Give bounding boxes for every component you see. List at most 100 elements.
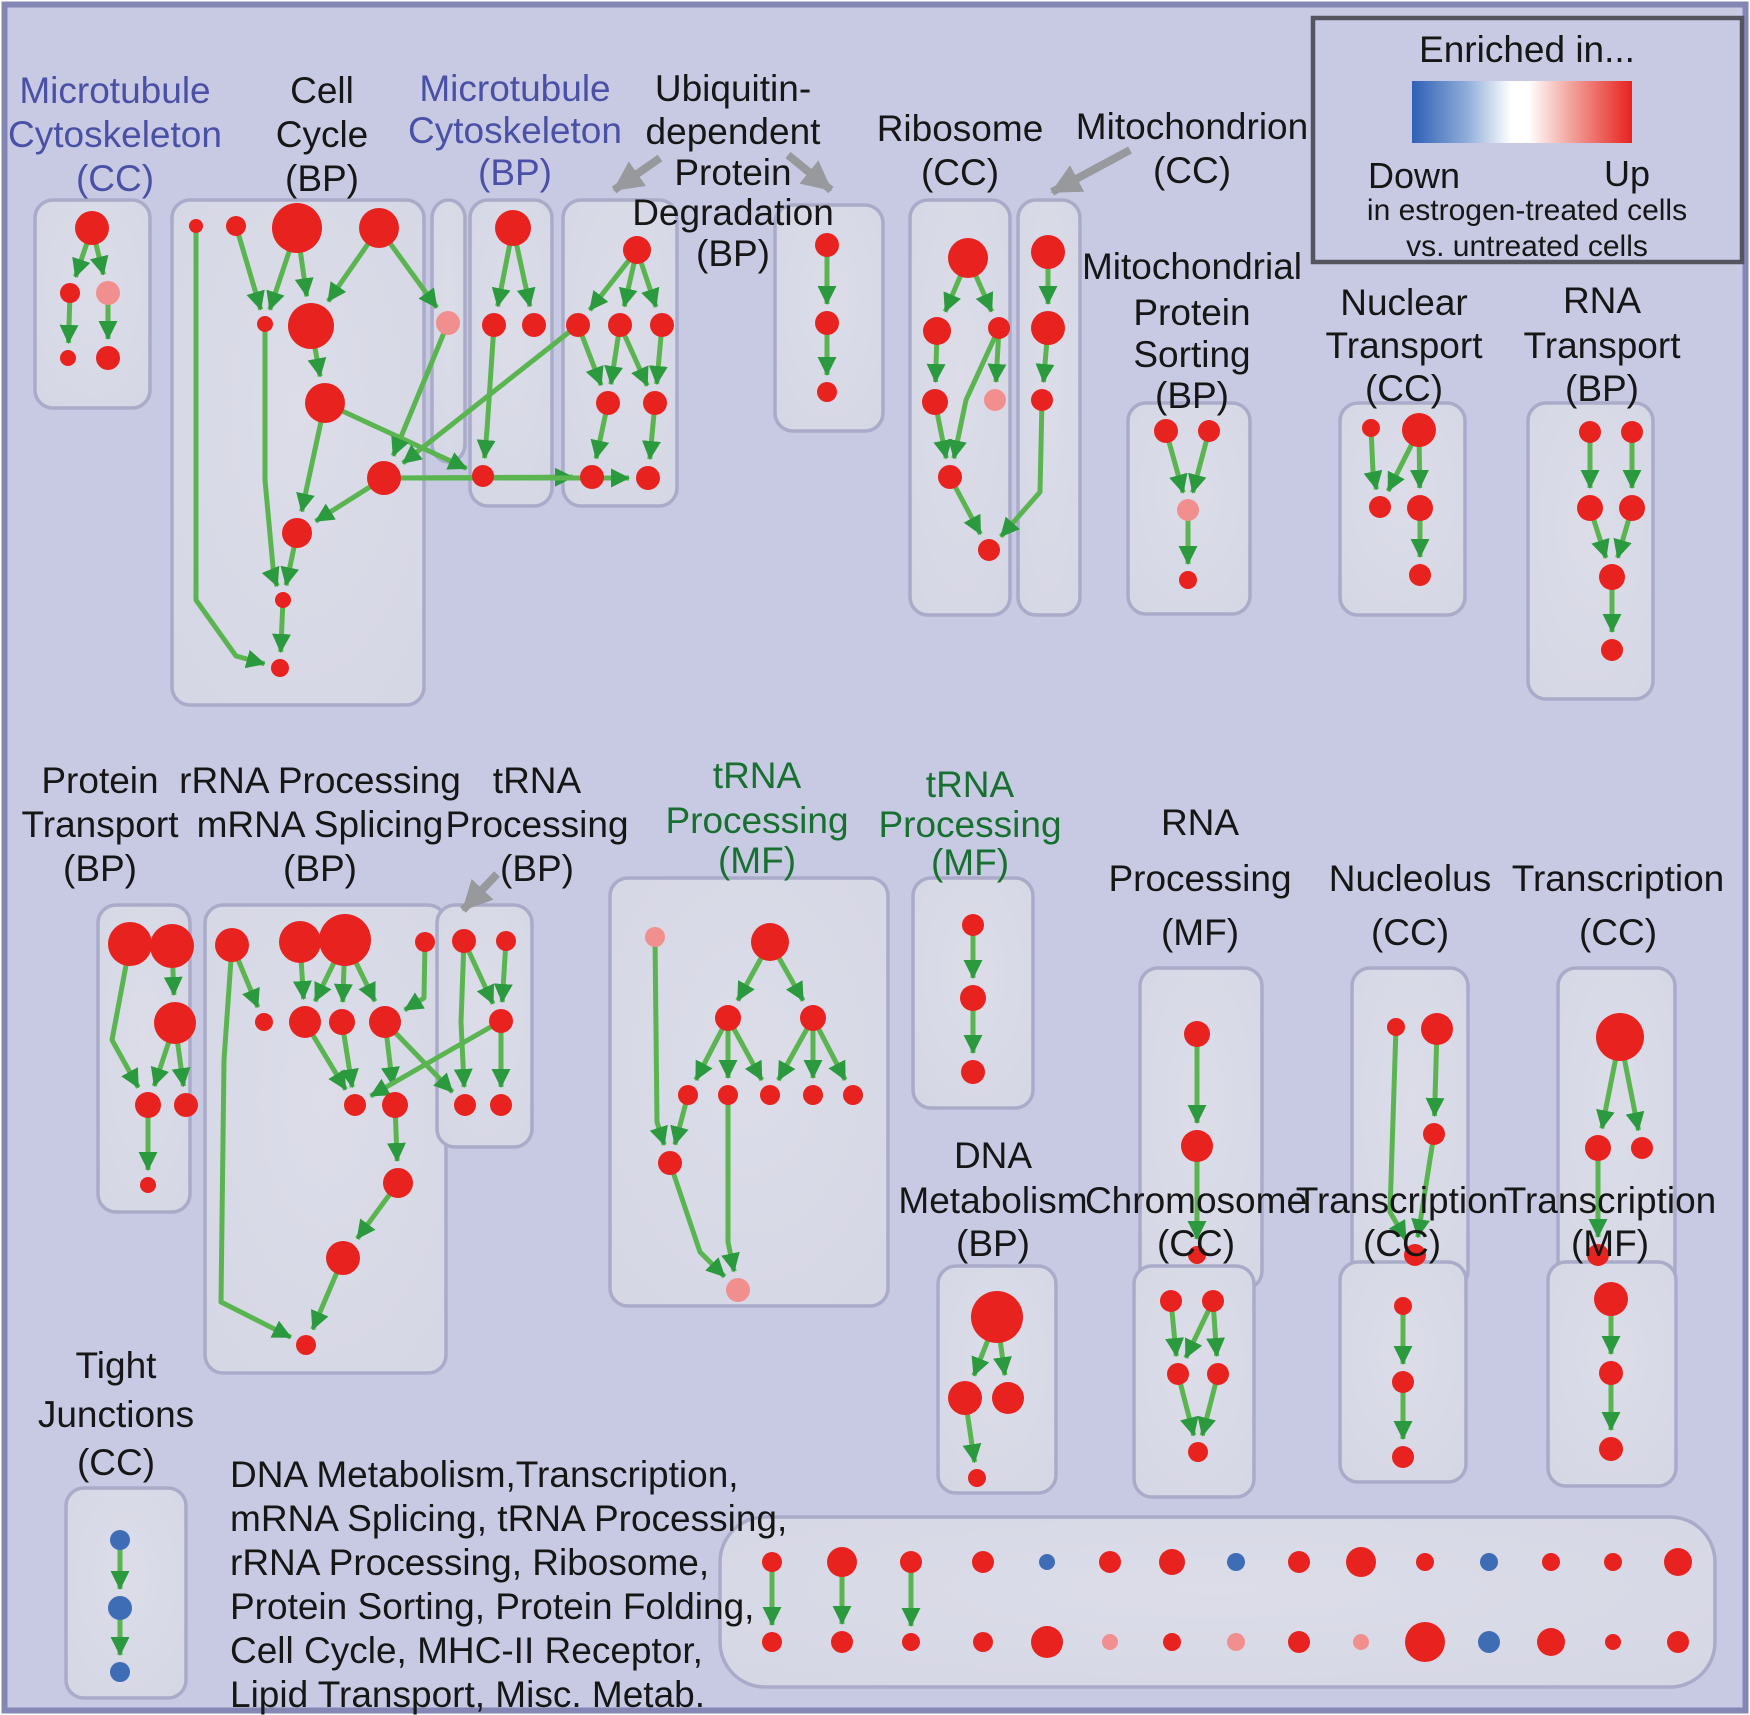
label-mitochondrion-line-2: (CC) (1153, 150, 1231, 191)
go-term-node-B6 (288, 303, 334, 349)
go-term-node-V3 (1167, 1363, 1189, 1385)
legend-title: Enriched in... (1419, 29, 1635, 70)
go-term-node-ZA8 (1227, 1553, 1245, 1571)
go-term-node-F6 (938, 465, 962, 489)
go-term-node-X1 (1594, 1282, 1628, 1316)
go-term-node-W3 (1392, 1446, 1414, 1468)
label-microtubule-cytoskeleton-cc-line-3: (CC) (76, 158, 154, 199)
go-term-node-L2 (279, 921, 321, 963)
go-term-node-L7 (329, 1009, 355, 1035)
go-group-box-dna-metabolism-bp (936, 1264, 1058, 1495)
edge-L1-L13 (218, 944, 292, 1340)
go-term-node-V4 (1207, 1363, 1229, 1385)
go-term-node-J1 (1579, 421, 1601, 443)
go-group-box-ubiquitin-degradation-a (561, 198, 679, 508)
edge-S3-S4 (1411, 1133, 1437, 1239)
go-term-node-W2 (1392, 1371, 1414, 1393)
label-ubiquitin-degradation-line-4: Degradation (632, 192, 834, 233)
edge-F3-F6 (948, 326, 1002, 460)
go-term-node-ZB11 (1405, 1622, 1445, 1662)
go-term-node-I1 (1362, 419, 1380, 437)
label-mitochondrial-protein-sorting-line-2: Protein (1133, 292, 1250, 333)
go-term-node-J4 (1619, 495, 1645, 521)
label-rrna-processing-mrna-splicing-line-2: mRNA Splicing (197, 804, 444, 845)
label-microtubule-cytoskeleton-bp-line-1: Microtubule (419, 68, 610, 109)
edge-G3-F7 (999, 399, 1045, 539)
edge-B5-B10 (261, 324, 280, 588)
label-misc-cluster-list-line-6: Lipid Transport, Misc. Metab. (230, 1674, 705, 1715)
label-cell-cycle-line-2: Cycle (276, 114, 369, 155)
go-term-node-U2 (948, 1381, 982, 1415)
go-term-node-Q2 (960, 985, 986, 1011)
go-term-node-Q3 (961, 1060, 985, 1084)
label-misc-cluster-list-line-4: Protein Sorting, Protein Folding, (230, 1586, 754, 1627)
go-term-node-J5 (1599, 564, 1625, 590)
label-ribosome-line-1: Ribosome (877, 108, 1044, 149)
edge-B1-B11 (193, 226, 266, 669)
go-term-node-ZA1 (762, 1552, 782, 1572)
go-term-node-K5 (174, 1093, 198, 1117)
go-term-node-Y3 (110, 1662, 130, 1682)
go-term-node-H3 (1177, 499, 1199, 521)
label-nuclear-transport-line-3: (CC) (1365, 368, 1443, 409)
label-tight-junctions-line-2: Junctions (38, 1394, 194, 1435)
legend-subtitle-line-2: vs. untreated cells (1406, 230, 1648, 263)
go-term-node-I5 (1409, 564, 1431, 586)
label-pointer-arrow-4 (460, 871, 500, 913)
label-transcription-cc-mid-line-1: Transcription (1512, 858, 1724, 899)
go-term-node-L10 (382, 1092, 408, 1118)
go-term-node-ZA6 (1099, 1551, 1121, 1573)
go-term-node-B1 (189, 219, 203, 233)
go-term-node-B5 (257, 316, 273, 332)
go-term-node-C2 (482, 313, 506, 337)
go-term-node-D1 (566, 313, 590, 337)
go-term-node-P3 (800, 1005, 826, 1031)
go-term-node-X2 (1599, 1361, 1623, 1385)
go-term-node-ZB14 (1605, 1634, 1621, 1650)
label-trna-processing-bp-line-3: (BP) (500, 848, 574, 889)
go-term-node-S2 (1421, 1013, 1453, 1045)
label-dna-metabolism-line-2: Metabolism (898, 1180, 1087, 1221)
go-term-node-B11 (271, 659, 289, 677)
go-term-node-G3 (1031, 389, 1053, 411)
go-term-node-ZA7 (1159, 1549, 1185, 1575)
go-term-node-B7 (305, 383, 345, 423)
go-term-node-V5 (1188, 1442, 1208, 1462)
label-transcription-cc-mid-line-2: (CC) (1579, 912, 1657, 953)
label-nuclear-transport-line-1: Nuclear (1340, 282, 1468, 323)
go-term-node-B3 (272, 203, 322, 253)
edge-B10-B11 (272, 599, 291, 653)
go-term-node-ZA2 (827, 1547, 857, 1577)
go-term-node-ZB3 (902, 1633, 920, 1651)
edge-M1-M4 (453, 940, 473, 1088)
go-term-node-L4 (415, 932, 435, 952)
label-mitochondrion-line-1: Mitochondrion (1076, 106, 1308, 147)
label-dna-metabolism-line-1: DNA (954, 1135, 1032, 1176)
go-term-node-I3 (1369, 496, 1391, 518)
go-term-node-G1 (1031, 235, 1065, 269)
go-term-node-Y1 (110, 1530, 130, 1550)
go-term-node-D6 (580, 465, 604, 489)
label-ubiquitin-degradation-line-3: Protein (674, 152, 791, 193)
label-trna-processing-mf-2-line-1: tRNA (926, 764, 1015, 805)
legend-down-label: Down (1368, 155, 1460, 196)
label-pointer-arrow-3 (1050, 146, 1132, 196)
go-term-node-A5 (96, 346, 120, 370)
go-group-box-chromosome-cc (1132, 1264, 1256, 1499)
label-rna-transport-line-3: (BP) (1565, 368, 1639, 409)
go-term-node-F3 (988, 317, 1010, 339)
label-trna-processing-bp-line-2: Processing (445, 804, 628, 845)
label-ubiquitin-degradation-line-2: dependent (646, 111, 822, 152)
go-term-node-ZA11 (1416, 1553, 1434, 1571)
go-term-node-ZA5 (1039, 1554, 1055, 1570)
go-term-node-S1 (1387, 1018, 1405, 1036)
label-tight-junctions-line-3: (CC) (77, 1442, 155, 1483)
go-term-node-W1 (1394, 1297, 1412, 1315)
go-term-node-B4 (359, 208, 399, 248)
label-mitochondrial-protein-sorting-line-1: Mitochondrial (1082, 246, 1302, 287)
go-term-node-A2 (60, 283, 80, 303)
go-term-node-E1 (815, 233, 839, 257)
label-misc-cluster-list-line-5: Cell Cycle, MHC-II Receptor, (230, 1630, 703, 1671)
label-trna-processing-mf-2-line-2: Processing (878, 804, 1061, 845)
label-protein-transport-line-1: Protein (41, 760, 158, 801)
